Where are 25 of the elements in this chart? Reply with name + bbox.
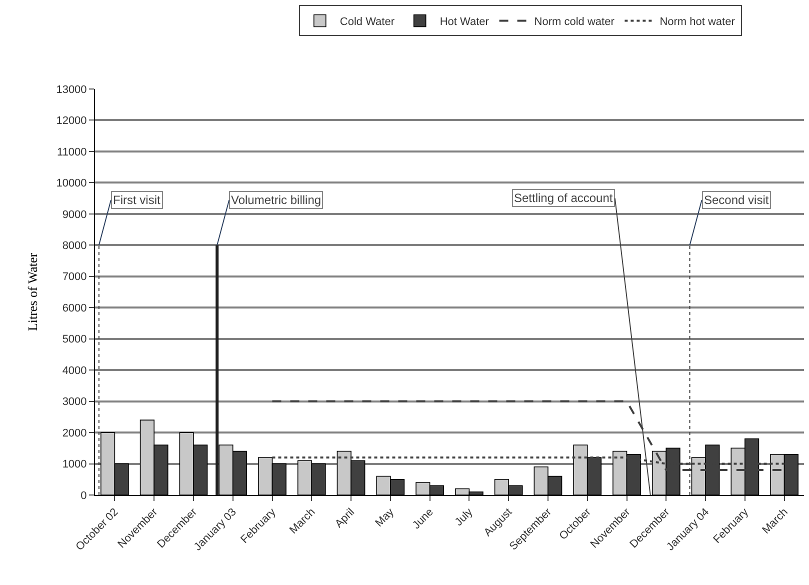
legend-label: Cold Water: [340, 16, 395, 28]
y-tick-label: 6000: [62, 302, 87, 314]
y-tick-label: 12000: [56, 115, 87, 128]
y-tick-label: 4000: [62, 364, 87, 377]
y-tick-label: 11000: [57, 146, 87, 158]
y-tick-label: 5000: [62, 334, 87, 346]
y-tick-label: 7000: [62, 271, 87, 284]
y-tick-label: 8000: [62, 240, 87, 252]
legend-label: Hot Water: [440, 16, 490, 28]
ref-line-label: First visit: [113, 193, 161, 207]
ref-line-label: Second visit: [704, 193, 770, 207]
x-tick-label: May: [373, 506, 397, 530]
y-axis-title: Litres of Water: [25, 252, 40, 332]
y-tick-label: 13000: [56, 84, 87, 96]
y-tick-label: 2000: [62, 427, 87, 440]
annotation: Settling of account: [514, 191, 614, 205]
legend-label: Norm hot water: [660, 16, 736, 28]
y-tick-label: 9000: [62, 208, 87, 221]
legend-label: Norm cold water: [534, 16, 615, 28]
y-tick-label: 0: [80, 490, 87, 502]
y-tick-label: 1000: [62, 458, 87, 471]
x-tick-label: July: [452, 506, 476, 529]
ref-line-label: Volumetric billing: [231, 193, 322, 207]
y-tick-label: 3000: [62, 396, 87, 408]
y-tick-label: 10000: [56, 178, 87, 190]
